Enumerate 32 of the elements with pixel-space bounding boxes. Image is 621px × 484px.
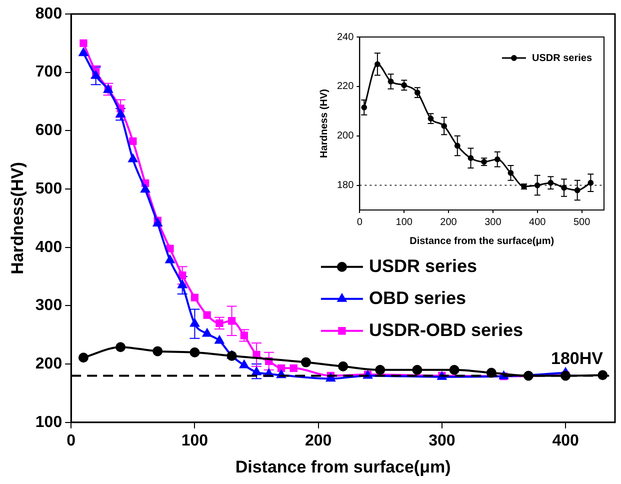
y-tick-label: 180 bbox=[336, 180, 354, 192]
y-tick-label: 600 bbox=[35, 122, 62, 140]
y-axis-title: Hardness(HV) bbox=[8, 162, 27, 274]
legend-label: USDR series bbox=[532, 52, 592, 64]
legend-label: OBD series bbox=[368, 288, 466, 308]
x-tick-label: 500 bbox=[573, 216, 591, 228]
y-tick-label: 100 bbox=[35, 414, 62, 431]
y-tick-label: 800 bbox=[35, 5, 62, 22]
x-tick-label: 300 bbox=[484, 216, 502, 228]
x-tick-label: 400 bbox=[529, 216, 546, 228]
y-tick-label: 500 bbox=[35, 180, 62, 198]
ref-line-label: 180HV bbox=[551, 348, 604, 368]
x-tick-label: 300 bbox=[428, 432, 456, 450]
y-tick-label: 200 bbox=[336, 130, 354, 142]
y-tick-label: 400 bbox=[35, 238, 62, 256]
legend-label: USDR-OBD series bbox=[368, 320, 523, 340]
y-tick-label: 300 bbox=[35, 297, 62, 314]
x-tick-label: 100 bbox=[181, 432, 208, 450]
y-tick-label: 240 bbox=[336, 32, 354, 43]
x-tick-label: 400 bbox=[552, 432, 579, 450]
x-tick-label: 0 bbox=[356, 216, 363, 228]
x-tick-label: 0 bbox=[66, 432, 76, 450]
x-axis-title: Distance from surface(μm) bbox=[235, 457, 451, 476]
x-tick-label: 200 bbox=[440, 216, 458, 228]
x-axis-title: Distance from the surface(μm) bbox=[410, 236, 554, 247]
y-tick-label: 220 bbox=[336, 81, 354, 92]
y-axis-title: Hardness (HV) bbox=[318, 89, 330, 158]
y-tick-label: 700 bbox=[35, 64, 62, 81]
y-tick-label: 200 bbox=[35, 355, 62, 372]
legend-label: USDR series bbox=[368, 256, 478, 276]
x-tick-label: 100 bbox=[396, 216, 413, 228]
x-tick-label: 200 bbox=[304, 432, 332, 450]
